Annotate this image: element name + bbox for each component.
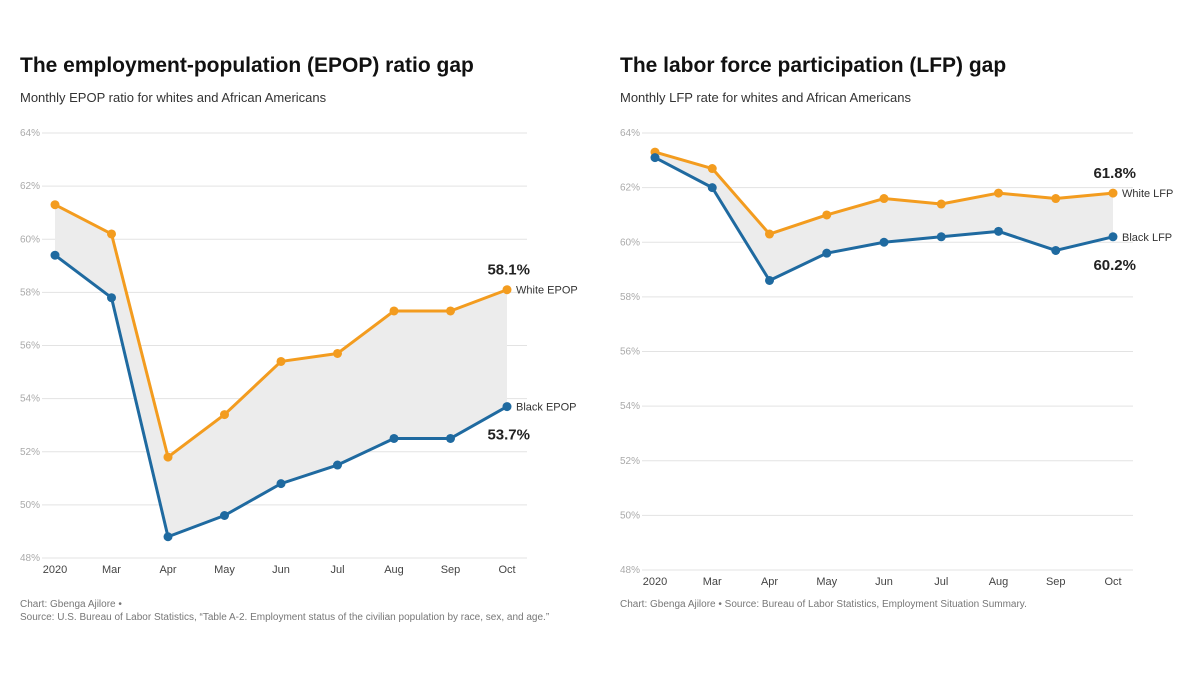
epop-line-chart: 48% 50% 52% 54% 56% 58% 60% 62% 64% 2020 Mar Apr May… — [20, 128, 578, 576]
x-tick-label: Jul — [934, 576, 948, 588]
y-tick-label: 56% — [620, 347, 640, 358]
y-tick-label: 56% — [20, 341, 40, 352]
data-point — [276, 356, 286, 366]
data-point — [936, 199, 946, 209]
data-point — [765, 275, 774, 285]
data-point — [220, 410, 229, 420]
y-tick-label: 58% — [620, 292, 640, 303]
y-tick-label: 54% — [20, 394, 40, 405]
end-value-label: 60.2% — [1093, 257, 1136, 274]
y-tick-label: 62% — [620, 183, 640, 194]
data-point — [333, 460, 342, 470]
x-tick-label: Jul — [330, 564, 344, 576]
data-point — [879, 194, 889, 204]
chart-source: Source: U.S. Bureau of Labor Statistics,… — [20, 612, 550, 623]
x-tick-label: Mar — [703, 576, 722, 588]
data-point — [1051, 245, 1061, 255]
x-tick-label: Mar — [102, 564, 121, 576]
series-name-label: White LFP — [1122, 188, 1173, 200]
end-value-label: 58.1% — [487, 262, 530, 279]
data-point — [707, 164, 717, 174]
x-tick-label: May — [816, 576, 837, 588]
series-name-label: Black EPOP — [516, 402, 577, 414]
y-tick-label: 48% — [20, 553, 40, 564]
chart-credit: Chart: Gbenga Ajilore • — [20, 599, 122, 610]
data-point — [765, 229, 774, 239]
y-tick-label: 64% — [20, 128, 40, 139]
data-point — [389, 433, 399, 443]
y-tick-label: 50% — [620, 510, 640, 521]
data-point — [1051, 194, 1061, 204]
chart-subtitle: Monthly LFP rate for whites and African … — [620, 90, 911, 105]
lfp-line-chart: 48% 50% 52% 54% 56% 58% 60% 62% 64% 2020 Mar Apr May… — [620, 128, 1173, 588]
x-tick-label: Oct — [498, 564, 515, 576]
end-value-label: 61.8% — [1093, 165, 1136, 182]
x-tick-label: Apr — [159, 564, 176, 576]
x-tick-label: Oct — [1104, 576, 1121, 588]
chart-credit: Chart: Gbenga Ajilore • Source: Bureau o… — [620, 599, 1027, 610]
lfp-chart-panel: The labor force participation (LFP) gap … — [600, 0, 1200, 675]
y-tick-label: 54% — [620, 401, 640, 412]
series-name-label: White EPOP — [516, 285, 578, 297]
x-tick-label: 2020 — [43, 564, 67, 576]
y-tick-label: 48% — [620, 565, 640, 576]
y-tick-label: 58% — [20, 287, 40, 298]
data-point — [502, 402, 512, 412]
y-tick-label: 64% — [620, 128, 640, 139]
x-tick-label: Sep — [441, 564, 461, 576]
data-point — [50, 200, 60, 210]
data-point — [1108, 232, 1118, 242]
data-point — [163, 532, 173, 542]
data-point — [822, 210, 832, 220]
y-tick-label: 52% — [620, 456, 640, 467]
chart-subtitle: Monthly EPOP ratio for whites and Africa… — [20, 90, 327, 105]
x-tick-label: Sep — [1046, 576, 1066, 588]
x-tick-label: Apr — [761, 576, 778, 588]
data-point — [107, 229, 116, 239]
data-point — [446, 433, 455, 443]
chart-footer: Chart: Gbenga Ajilore • Source: Bureau o… — [620, 598, 1027, 611]
data-point — [163, 452, 173, 462]
x-tick-label: May — [214, 564, 235, 576]
x-tick-label: Aug — [384, 564, 404, 576]
y-tick-label: 62% — [20, 181, 40, 192]
gap-area — [55, 204, 507, 537]
data-point — [822, 248, 832, 258]
data-point — [879, 237, 889, 247]
data-point — [389, 306, 399, 316]
chart-title: The labor force participation (LFP) gap — [620, 54, 1007, 77]
x-tick-label: Jun — [875, 576, 893, 588]
y-tick-label: 60% — [620, 237, 640, 248]
data-point — [650, 153, 660, 163]
gap-area — [655, 152, 1113, 281]
data-point — [502, 285, 512, 295]
data-point — [936, 232, 946, 242]
epop-chart-panel: The employment-population (EPOP) ratio g… — [20, 54, 578, 624]
series-name-label: Black LFP — [1122, 232, 1172, 244]
chart-footer: Chart: Gbenga Ajilore • Source: U.S. Bur… — [20, 598, 549, 624]
x-tick-label: Jun — [272, 564, 290, 576]
data-point — [220, 511, 229, 520]
data-point — [276, 479, 286, 489]
data-point — [446, 306, 455, 316]
data-point — [333, 348, 342, 358]
data-point — [994, 226, 1003, 236]
end-value-label: 53.7% — [487, 427, 530, 444]
data-point — [707, 183, 717, 193]
data-point — [994, 188, 1003, 198]
x-tick-label: 2020 — [643, 576, 667, 588]
data-point — [107, 293, 116, 303]
x-tick-label: Aug — [989, 576, 1009, 588]
data-point — [1108, 188, 1118, 198]
data-point — [50, 250, 60, 260]
y-tick-label: 50% — [20, 500, 40, 511]
chart-title: The employment-population (EPOP) ratio g… — [20, 54, 474, 77]
y-tick-label: 60% — [20, 234, 40, 245]
y-tick-label: 52% — [20, 447, 40, 458]
